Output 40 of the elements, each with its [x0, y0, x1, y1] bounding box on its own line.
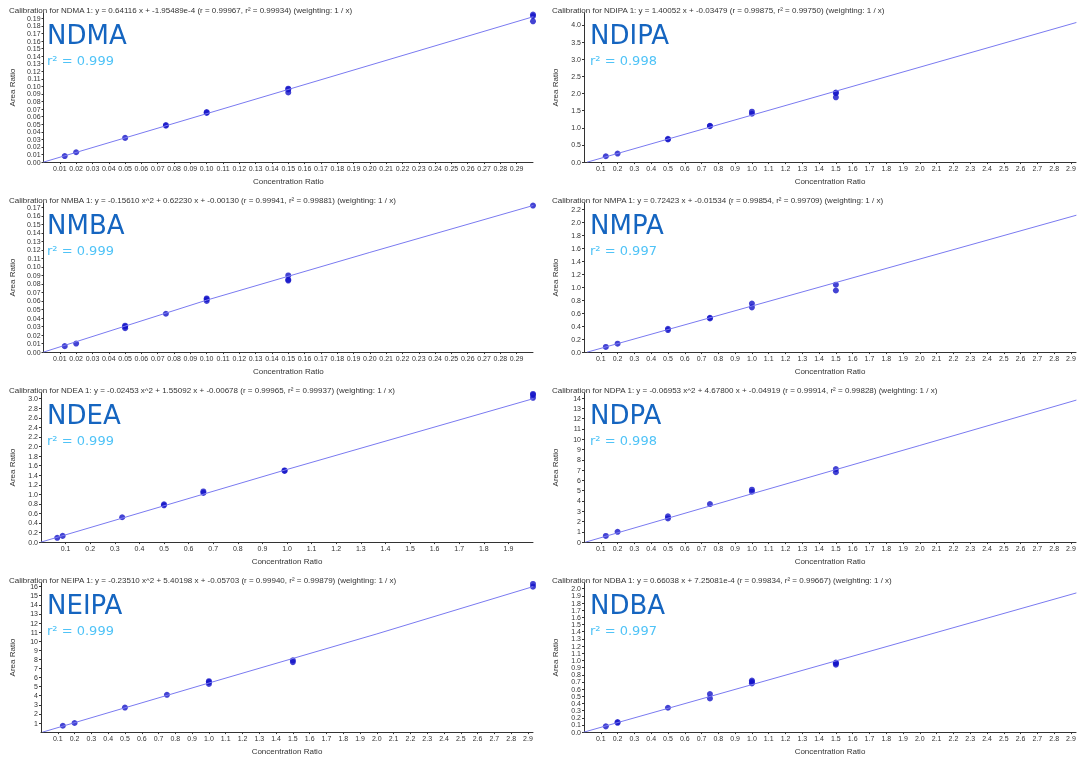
chart-title: Calibration for NMBA 1: y = -0.15610 x^2 + 0.62230 x + -0.00130 (r = 0.99941, r² = 0.99881) (weighting: 1 / x): [9, 195, 397, 205]
annotation: NMBA: [47, 210, 125, 240]
annotation: r² = 0.999: [47, 243, 114, 258]
y-axis-title: Area Ratio: [7, 448, 17, 487]
y-axis-title: Area Ratio: [550, 68, 560, 107]
y-axis-title: Area Ratio: [550, 448, 560, 487]
x-axis-title: Concentration Ratio: [794, 746, 866, 756]
annotation: NDMA: [47, 20, 127, 50]
annotation: r² = 0.999: [47, 53, 114, 68]
y-axis-title: Area Ratio: [7, 258, 17, 297]
annotation: NDPA: [590, 400, 662, 430]
chart-title: Calibration for NEIPA 1: y = -0.23510 x^2 + 5.40198 x + -0.05703 (r = 0.99940, r² = 0.99879) (weighting: 1 / x): [9, 575, 397, 585]
annotation: NEIPA: [47, 590, 123, 620]
x-axis-title: Concentration Ratio: [251, 556, 323, 566]
x-axis-title: Concentration Ratio: [251, 746, 323, 756]
annotation: r² = 0.999: [47, 623, 114, 638]
annotation: NDIPA: [590, 20, 670, 50]
annotation: r² = 0.999: [47, 433, 114, 448]
y-axis-title: Area Ratio: [550, 638, 560, 677]
x-axis-title: Concentration Ratio: [252, 366, 325, 376]
x-axis-title: Concentration Ratio: [252, 176, 325, 186]
annotation: NDBA: [590, 590, 666, 620]
annotation: r² = 0.997: [590, 623, 657, 638]
y-axis-title: Area Ratio: [550, 258, 560, 297]
annotation: r² = 0.998: [590, 433, 657, 448]
y-axis-title: Area Ratio: [7, 68, 17, 107]
annotation: NDEA: [47, 400, 121, 430]
chart-title: Calibration for NDBA 1: y = 0.66038 x + 7.25081e-4 (r = 0.99834, r² = 0.99667) (weighting: 1 / x): [552, 575, 893, 585]
chart-title: Calibration for NDPA 1: y = -0.06953 x^2 + 4.67800 x + -0.04919 (r = 0.99914, r² = 0.99828) (weighting: 1 / x): [552, 385, 938, 395]
x-axis-title: Concentration Ratio: [794, 556, 866, 566]
annotation: NMPA: [590, 210, 664, 240]
chart-title: Calibration for NMPA 1: y = 0.72423 x + -0.01534 (r = 0.99854, r² = 0.99709) (weighting: 1 / x): [552, 195, 884, 205]
x-axis-title: Concentration Ratio: [794, 366, 866, 376]
chart-title: Calibration for NDMA 1: y = 0.64116 x + -1.95489e-4 (r = 0.99967, r² = 0.99934) (weighting: 1 / x): [9, 5, 353, 15]
y-axis-title: Area Ratio: [7, 638, 17, 677]
annotation: r² = 0.998: [590, 53, 657, 68]
annotation: r² = 0.997: [590, 243, 657, 258]
chart-title: Calibration for NDIPA 1: y = 1.40052 x + -0.03479 (r = 0.99875, r² = 0.99750) (weighting: 1 / x): [552, 5, 885, 15]
x-axis-title: Concentration Ratio: [794, 176, 866, 186]
chart-title: Calibration for NDEA 1: y = -0.02453 x^2 + 1.55092 x + -0.00678 (r = 0.99965, r² = 0.99937) (weighting: 1 / x): [9, 385, 396, 395]
